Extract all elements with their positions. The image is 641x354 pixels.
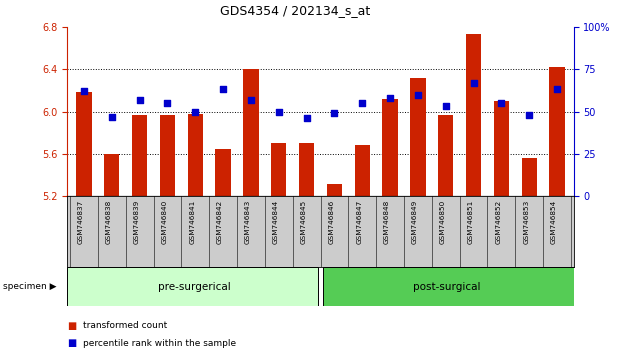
Point bbox=[301, 115, 312, 121]
Bar bbox=[323, 267, 574, 306]
Bar bbox=[160, 115, 175, 196]
Text: GSM746846: GSM746846 bbox=[328, 200, 335, 244]
Bar bbox=[271, 143, 287, 196]
Bar bbox=[466, 34, 481, 196]
Bar bbox=[438, 115, 453, 196]
Bar bbox=[299, 143, 314, 196]
Bar bbox=[410, 78, 426, 196]
Bar bbox=[244, 69, 258, 196]
Text: GSM746838: GSM746838 bbox=[106, 200, 112, 244]
Text: GSM746853: GSM746853 bbox=[523, 200, 529, 244]
Bar bbox=[67, 267, 318, 306]
Text: GSM746852: GSM746852 bbox=[495, 200, 501, 244]
Point bbox=[190, 109, 201, 114]
Text: GSM746843: GSM746843 bbox=[245, 200, 251, 244]
Text: GSM746851: GSM746851 bbox=[467, 200, 474, 244]
Text: pre-surgerical: pre-surgerical bbox=[158, 282, 230, 292]
Text: GSM746841: GSM746841 bbox=[189, 200, 196, 244]
Point bbox=[413, 92, 423, 97]
Text: GSM746845: GSM746845 bbox=[301, 200, 306, 244]
Bar bbox=[549, 67, 565, 196]
Text: GSM746840: GSM746840 bbox=[162, 200, 167, 244]
Text: GSM746850: GSM746850 bbox=[440, 200, 445, 244]
Point bbox=[385, 95, 395, 101]
Bar bbox=[354, 145, 370, 196]
Bar bbox=[132, 115, 147, 196]
Text: percentile rank within the sample: percentile rank within the sample bbox=[83, 339, 237, 348]
Text: GSM746839: GSM746839 bbox=[133, 200, 140, 244]
Bar bbox=[383, 99, 397, 196]
Point bbox=[79, 88, 89, 94]
Text: GSM746848: GSM746848 bbox=[384, 200, 390, 244]
Text: GSM746847: GSM746847 bbox=[356, 200, 362, 244]
Text: GSM746844: GSM746844 bbox=[273, 200, 279, 244]
Point bbox=[524, 112, 535, 118]
Point bbox=[440, 104, 451, 109]
Point bbox=[218, 87, 228, 92]
Text: GSM746842: GSM746842 bbox=[217, 200, 223, 244]
Point bbox=[496, 100, 506, 106]
Point bbox=[552, 87, 562, 92]
Bar bbox=[494, 101, 509, 196]
Text: ■: ■ bbox=[67, 321, 76, 331]
Text: post-surgical: post-surgical bbox=[413, 282, 481, 292]
Text: transformed count: transformed count bbox=[83, 321, 167, 330]
Text: GSM746854: GSM746854 bbox=[551, 200, 557, 244]
Point bbox=[162, 100, 172, 106]
Text: GSM746849: GSM746849 bbox=[412, 200, 418, 244]
Point bbox=[246, 97, 256, 102]
Text: GDS4354 / 202134_s_at: GDS4354 / 202134_s_at bbox=[220, 4, 370, 17]
Bar bbox=[522, 158, 537, 196]
Bar bbox=[327, 184, 342, 196]
Text: ■: ■ bbox=[67, 338, 76, 348]
Bar bbox=[76, 92, 92, 196]
Bar bbox=[104, 154, 119, 196]
Bar bbox=[215, 149, 231, 196]
Point bbox=[469, 80, 479, 85]
Point bbox=[274, 109, 284, 114]
Point bbox=[106, 114, 117, 119]
Point bbox=[357, 100, 367, 106]
Text: specimen ▶: specimen ▶ bbox=[3, 282, 56, 291]
Text: GSM746837: GSM746837 bbox=[78, 200, 84, 244]
Point bbox=[329, 110, 340, 116]
Bar bbox=[188, 114, 203, 196]
Point bbox=[135, 97, 145, 102]
